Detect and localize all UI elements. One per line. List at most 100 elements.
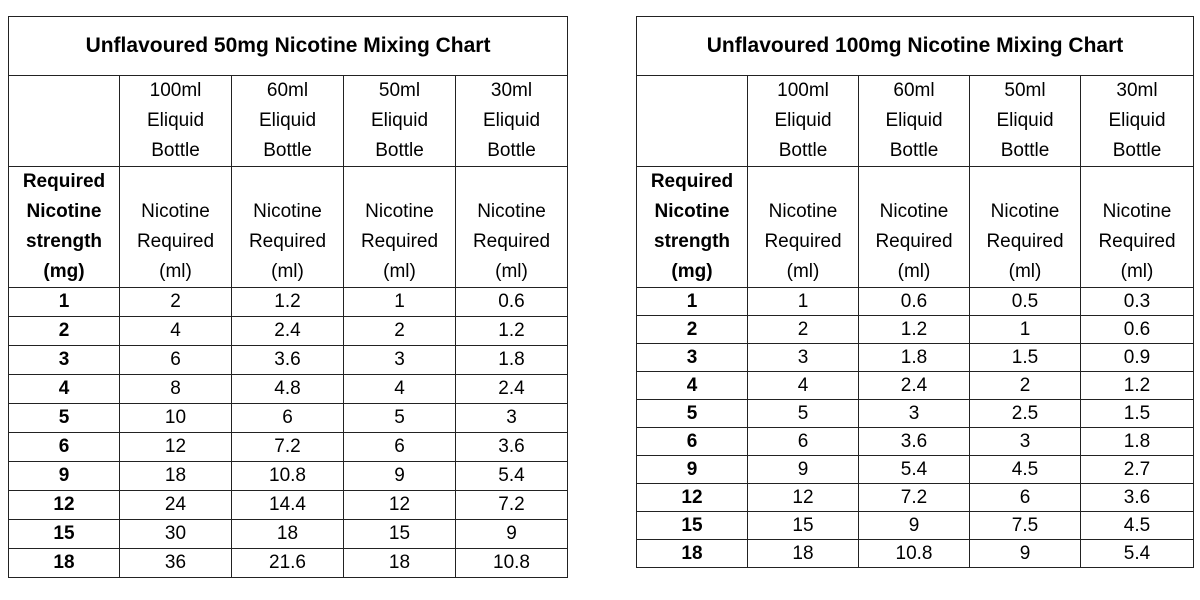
corner-cell (8, 75, 120, 167)
required-ml-cell: 1.8 (858, 343, 970, 372)
required-ml-cell: 1.2 (1080, 371, 1194, 400)
strength-cell: 12 (636, 483, 748, 512)
required-ml-cell: 10.8 (454, 548, 569, 578)
strength-cell: 12 (8, 490, 120, 520)
bottle-header: 50ml Eliquid Bottle (969, 75, 1081, 167)
strength-cell: 4 (636, 371, 748, 400)
strength-cell: 5 (8, 403, 120, 433)
label-line: Nicotine (990, 201, 1060, 222)
label-line: Required (472, 231, 551, 252)
required-ml-cell: 21.6 (231, 548, 344, 578)
label-line: Nicotine (253, 201, 322, 222)
required-ml-cell: 12 (747, 483, 859, 512)
required-ml-cell: 3.6 (1080, 483, 1194, 512)
required-ml-cell: 2.5 (969, 399, 1081, 428)
bottle-size: 60ml (893, 80, 935, 101)
table-row: 1 1 0.6 0.5 0.3 (636, 287, 1194, 316)
strength-cell: 18 (8, 548, 120, 578)
label-line: (ml) (383, 261, 416, 282)
required-ml-cell: 0.6 (454, 287, 569, 317)
bottle-header: 60ml Eliquid Bottle (231, 75, 344, 167)
strength-cell: 6 (8, 432, 120, 462)
label-line: Nicotine (141, 201, 210, 222)
bottle-word: Bottle (1000, 140, 1050, 161)
required-ml-cell: 5.4 (1080, 539, 1194, 568)
table-row: 2 2 1.2 1 0.6 (636, 315, 1194, 344)
table-row: 5 5 3 2.5 1.5 (636, 399, 1194, 428)
bottle-word: Bottle (1112, 140, 1162, 161)
nicotine-required-header: Nicotine Required (ml) (343, 166, 456, 288)
label-line: Nicotine (365, 201, 434, 222)
label-line: (mg) (43, 261, 85, 282)
required-ml-cell: 3.6 (858, 427, 970, 456)
required-ml-cell: 9 (454, 519, 569, 549)
required-ml-cell: 7.2 (231, 432, 344, 462)
required-ml-cell: 1.8 (454, 345, 569, 375)
required-ml-cell: 0.6 (858, 287, 970, 316)
bottle-header: 50ml Eliquid Bottle (343, 75, 456, 167)
required-ml-cell: 1.2 (858, 315, 970, 344)
required-ml-cell: 10.8 (858, 539, 970, 568)
strength-cell: 18 (636, 539, 748, 568)
bottle-header: 30ml Eliquid Bottle (1080, 75, 1194, 167)
bottle-word: Bottle (375, 140, 424, 161)
required-ml-cell: 1.5 (969, 343, 1081, 372)
strength-cell: 9 (636, 455, 748, 484)
required-ml-cell: 2.4 (231, 316, 344, 346)
bottle-word: Eliquid (1108, 110, 1166, 131)
bottle-word: Eliquid (482, 110, 541, 131)
required-ml-cell: 4.8 (231, 374, 344, 404)
label-line: (ml) (897, 261, 931, 282)
required-ml-cell: 2.7 (1080, 455, 1194, 484)
label-line: Nicotine (1102, 201, 1172, 222)
bottle-size: 100ml (149, 80, 202, 101)
bottle-size: 50ml (378, 80, 421, 101)
strength-cell: 6 (636, 427, 748, 456)
required-ml-cell: 2 (119, 287, 232, 317)
table-row: 15 30 18 15 9 (8, 519, 569, 549)
required-ml-cell: 6 (119, 345, 232, 375)
bottle-word: Eliquid (774, 110, 832, 131)
table-row: 18 18 10.8 9 5.4 (636, 539, 1194, 568)
required-ml-cell: 4 (343, 374, 456, 404)
required-ml-cell: 6 (969, 483, 1081, 512)
required-ml-cell: 3.6 (454, 432, 569, 462)
required-ml-cell: 7.5 (969, 511, 1081, 540)
label-line: Required (136, 231, 215, 252)
nicotine-required-header: Nicotine Required (ml) (119, 166, 232, 288)
table-row: 15 15 9 7.5 4.5 (636, 511, 1194, 540)
bottle-header: 100ml Eliquid Bottle (747, 75, 859, 167)
required-ml-cell: 2 (969, 371, 1081, 400)
required-ml-cell: 5 (747, 399, 859, 428)
label-line: Required (986, 231, 1064, 252)
label-line: Required (764, 231, 842, 252)
required-ml-cell: 3 (858, 399, 970, 428)
table-row: 6 12 7.2 6 3.6 (8, 432, 569, 462)
nicotine-required-header: Nicotine Required (ml) (858, 166, 970, 288)
nicotine-required-header: Nicotine Required (ml) (969, 166, 1081, 288)
nicotine-required-header: Nicotine Required (ml) (231, 166, 344, 288)
bottle-header: 100ml Eliquid Bottle (119, 75, 232, 167)
bottle-size: 30ml (1116, 80, 1158, 101)
bottle-header: 60ml Eliquid Bottle (858, 75, 970, 167)
bottle-header: 30ml Eliquid Bottle (454, 75, 569, 167)
strength-cell: 2 (636, 315, 748, 344)
strength-label: Required Nicotine strength (mg) (636, 166, 748, 288)
required-ml-cell: 15 (343, 519, 456, 549)
table-row: 1 2 1.2 1 0.6 (8, 287, 569, 317)
label-line: Nicotine (477, 201, 546, 222)
label-line: (mg) (671, 261, 713, 282)
required-ml-cell: 5.4 (858, 455, 970, 484)
label-line: (ml) (159, 261, 192, 282)
label-line: (ml) (1120, 261, 1154, 282)
required-ml-cell: 30 (119, 519, 232, 549)
chart-title: Unflavoured 50mg Nicotine Mixing Chart (7, 16, 569, 76)
nicotine-required-header: Nicotine Required (ml) (454, 166, 569, 288)
bottle-size: 100ml (777, 80, 829, 101)
required-ml-cell: 18 (343, 548, 456, 578)
strength-cell: 15 (8, 519, 120, 549)
required-ml-cell: 2.4 (858, 371, 970, 400)
required-ml-cell: 0.9 (1080, 343, 1194, 372)
required-ml-cell: 1 (969, 315, 1081, 344)
table-row: 9 18 10.8 9 5.4 (8, 461, 569, 491)
